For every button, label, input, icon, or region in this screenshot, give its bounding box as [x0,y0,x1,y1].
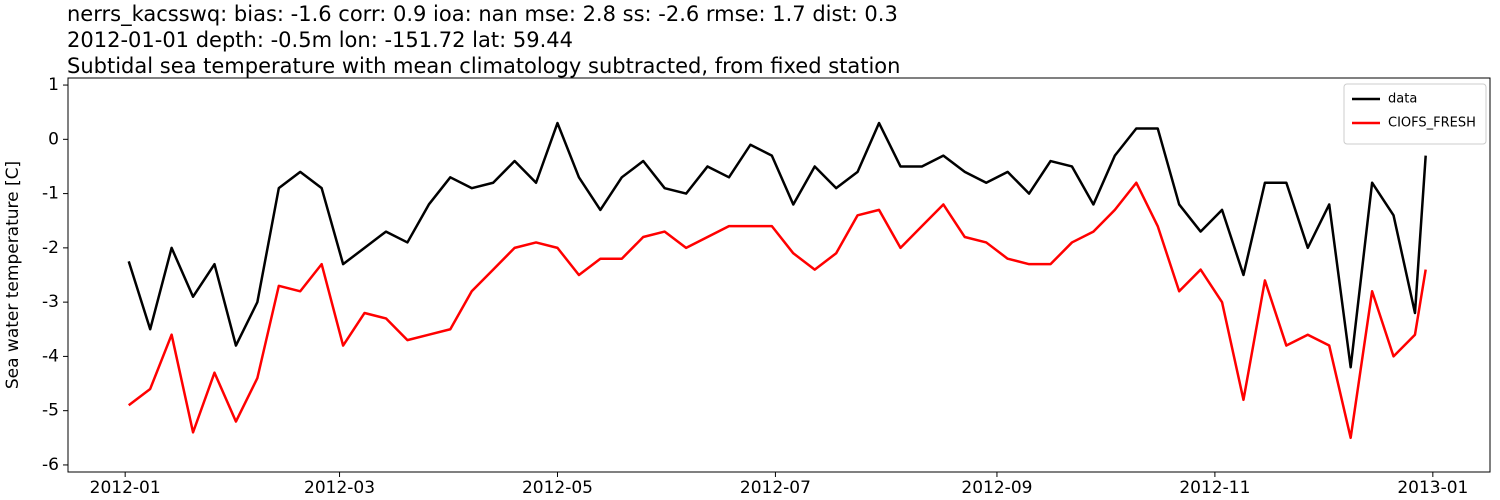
y-tick-label: -2 [42,238,59,258]
y-tick-label: -3 [42,292,59,312]
x-tick-label: 2012-09 [961,478,1032,498]
y-axis-label: Sea water temperature [C] [3,161,23,389]
x-tick-label: 2012-03 [304,478,375,498]
plot-frame [67,77,1491,473]
y-tick-label: -5 [42,401,59,421]
x-tick-label: 2012-05 [522,478,593,498]
x-tick-label: 2012-07 [740,478,811,498]
y-tick-label: -4 [42,346,59,366]
title-line: Subtidal sea temperature with mean clima… [67,54,900,78]
y-tick-label: 0 [48,129,59,149]
y-tick-label: -1 [42,184,59,204]
legend-label: data [1388,92,1417,107]
title-line: 2012-01-01 depth: -0.5m lon: -151.72 lat… [67,28,573,52]
title-line: nerrs_kacsswq: bias: -1.6 corr: 0.9 ioa:… [67,2,898,27]
x-tick-label: 2012-01 [90,478,161,498]
x-tick-label: 2012-11 [1179,478,1250,498]
legend-label: CIOFS_FRESH [1388,116,1476,131]
series-line [127,121,1427,369]
x-tick-label: 2013-01 [1397,478,1468,498]
y-tick-label: -6 [42,455,59,475]
series-line [127,181,1427,440]
y-tick-label: 1 [48,75,59,95]
